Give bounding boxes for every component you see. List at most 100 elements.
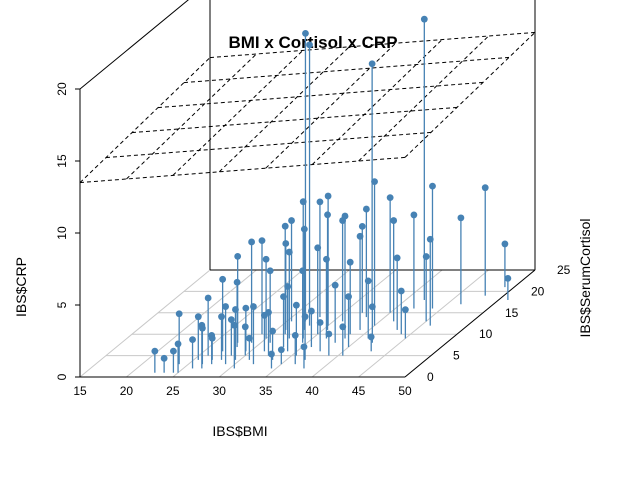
y-tick-label: 0 (427, 370, 434, 384)
data-point (242, 304, 250, 312)
data-point (262, 255, 270, 263)
data-point (250, 303, 257, 310)
data-point (299, 198, 307, 206)
data-point (170, 347, 177, 355)
data-point (300, 225, 308, 233)
data-point (358, 223, 366, 230)
data-point (174, 340, 182, 348)
z-tick-label: 0 (55, 373, 69, 380)
data-point (386, 194, 394, 202)
data-point (504, 274, 512, 282)
y-tick-label: 20 (531, 284, 545, 298)
data-point (429, 182, 436, 190)
data-point (175, 310, 183, 318)
data-point (302, 29, 309, 37)
data-point (422, 253, 430, 260)
data-point (401, 306, 409, 314)
floor-grid (79, 269, 536, 378)
plane-line-x (126, 53, 257, 180)
plane-line-y (79, 156, 406, 184)
data-point (300, 343, 308, 351)
data-point (151, 347, 159, 355)
data-point (234, 252, 242, 260)
y-tick-label: 10 (479, 327, 493, 341)
data-point (268, 350, 275, 358)
data-point (324, 211, 331, 219)
x-axis-label: IBS$BMI (212, 423, 267, 439)
plane-line-y (131, 106, 458, 134)
data-point (308, 307, 315, 315)
data-point (277, 346, 285, 354)
box-edge-right-bottom (404, 269, 536, 378)
data-point (222, 303, 230, 310)
plane-line-x (404, 32, 536, 158)
data-point (284, 283, 292, 290)
data-point (346, 258, 354, 266)
data-point (323, 255, 330, 263)
data-point (367, 333, 375, 341)
y-tick-label: 25 (557, 263, 571, 277)
floor-gridline-x (358, 269, 489, 378)
data-point (285, 248, 293, 256)
x-tick-label: 45 (352, 384, 366, 398)
floor-gridline-x (79, 269, 211, 378)
data-point (356, 232, 364, 240)
data-point (208, 331, 216, 339)
data-point (233, 278, 241, 286)
data-point (282, 240, 290, 247)
z-axis-label: IBS$CRP (13, 257, 29, 317)
data-point (288, 217, 295, 224)
x-tick-label: 25 (166, 384, 180, 398)
chart-title: BMI x Cortisol x CRP (228, 33, 397, 52)
data-point (245, 334, 253, 342)
data-point (227, 316, 235, 323)
data-point (364, 277, 372, 285)
data-point (299, 267, 307, 275)
plane-line-y (183, 56, 510, 84)
plane-line-x (79, 57, 211, 183)
data-point (457, 214, 465, 222)
data-point (368, 60, 376, 68)
plane-line-x (172, 50, 304, 176)
data-point (204, 294, 212, 302)
data-point (314, 244, 322, 252)
z-tick-label: 20 (55, 82, 69, 96)
data-point (341, 212, 349, 220)
data-point (324, 192, 332, 200)
data-point (269, 327, 276, 335)
data-point (331, 281, 339, 289)
data-point (345, 293, 352, 301)
data-point (390, 217, 398, 224)
x-tick-labels: 15 20 25 30 35 40 45 50 (73, 384, 412, 398)
data-point (301, 313, 309, 321)
data-point (316, 319, 324, 326)
data-point (292, 301, 300, 309)
z-tick-label: 15 (55, 154, 69, 168)
data-point (410, 211, 418, 219)
z-tick-label: 10 (55, 226, 69, 240)
floor-gridline-x (126, 269, 257, 378)
data-points (151, 15, 512, 362)
x-tick-label: 50 (398, 384, 412, 398)
plane-line-y (105, 131, 432, 159)
data-point (316, 198, 324, 206)
data-point (219, 275, 227, 283)
plane-line-y (209, 31, 536, 59)
box-edge-top-left (79, 0, 189, 90)
data-point (371, 178, 378, 186)
data-point (265, 309, 272, 316)
z-tick-label: 5 (55, 301, 69, 308)
y-tick-label: 15 (505, 306, 519, 320)
regression-plane (79, 31, 536, 184)
data-point (481, 184, 489, 192)
data-point (258, 237, 266, 245)
data-point (393, 254, 401, 262)
data-point (420, 15, 428, 23)
plane-line-y (157, 81, 484, 109)
data-point (198, 321, 206, 329)
data-point (232, 306, 239, 313)
data-point (280, 293, 287, 301)
x-tick-label: 40 (305, 384, 319, 398)
data-point (291, 331, 299, 339)
